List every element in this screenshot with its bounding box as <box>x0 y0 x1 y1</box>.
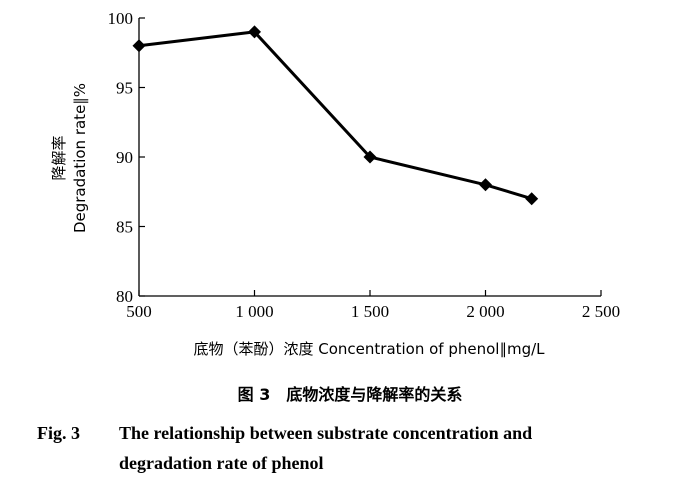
figure-caption-en: Fig. 3 The relationship between substrate… <box>37 418 532 478</box>
x-tick-label: 2 500 <box>582 302 620 321</box>
line-chart: 80 85 90 95 100 500 1 000 1 500 2 000 2 500 降解率 D… <box>50 9 621 358</box>
x-tick-label: 1 500 <box>351 302 389 321</box>
data-point-marker <box>479 178 492 192</box>
y-tick-label: 85 <box>116 218 133 237</box>
caption-line-2: degradation rate of phenol <box>119 453 324 473</box>
y-tick-label: 95 <box>116 79 133 98</box>
chart-ticks: 80 85 90 95 100 500 1 000 1 500 2 000 2 500 <box>108 9 621 321</box>
x-tick-label: 500 <box>126 302 152 321</box>
data-point-marker <box>525 192 539 206</box>
data-point-marker <box>132 39 146 53</box>
x-tick-label: 1 000 <box>235 302 273 321</box>
x-axis-title: 底物（苯酚）浓度 Concentration of phenol∥mg/L <box>193 340 545 358</box>
figure-caption-cn: 图 3 底物浓度与降解率的关系 <box>237 385 463 404</box>
y-tick-label: 90 <box>116 148 133 167</box>
series-line <box>138 30 533 201</box>
figure-label: Fig. 3 <box>37 423 80 443</box>
x-tick-label: 2 000 <box>466 302 504 321</box>
data-point-marker <box>363 150 377 164</box>
y-tick-label: 80 <box>116 287 133 306</box>
y-tick-label: 100 <box>108 9 134 28</box>
y-axis-title-cn: 降解率 <box>50 135 68 180</box>
data-point-marker <box>248 25 261 39</box>
y-axis-title-en: Degradation rate∥% <box>71 83 89 233</box>
chart-series <box>132 25 539 206</box>
caption-line-1: The relationship between substrate conce… <box>119 423 533 443</box>
